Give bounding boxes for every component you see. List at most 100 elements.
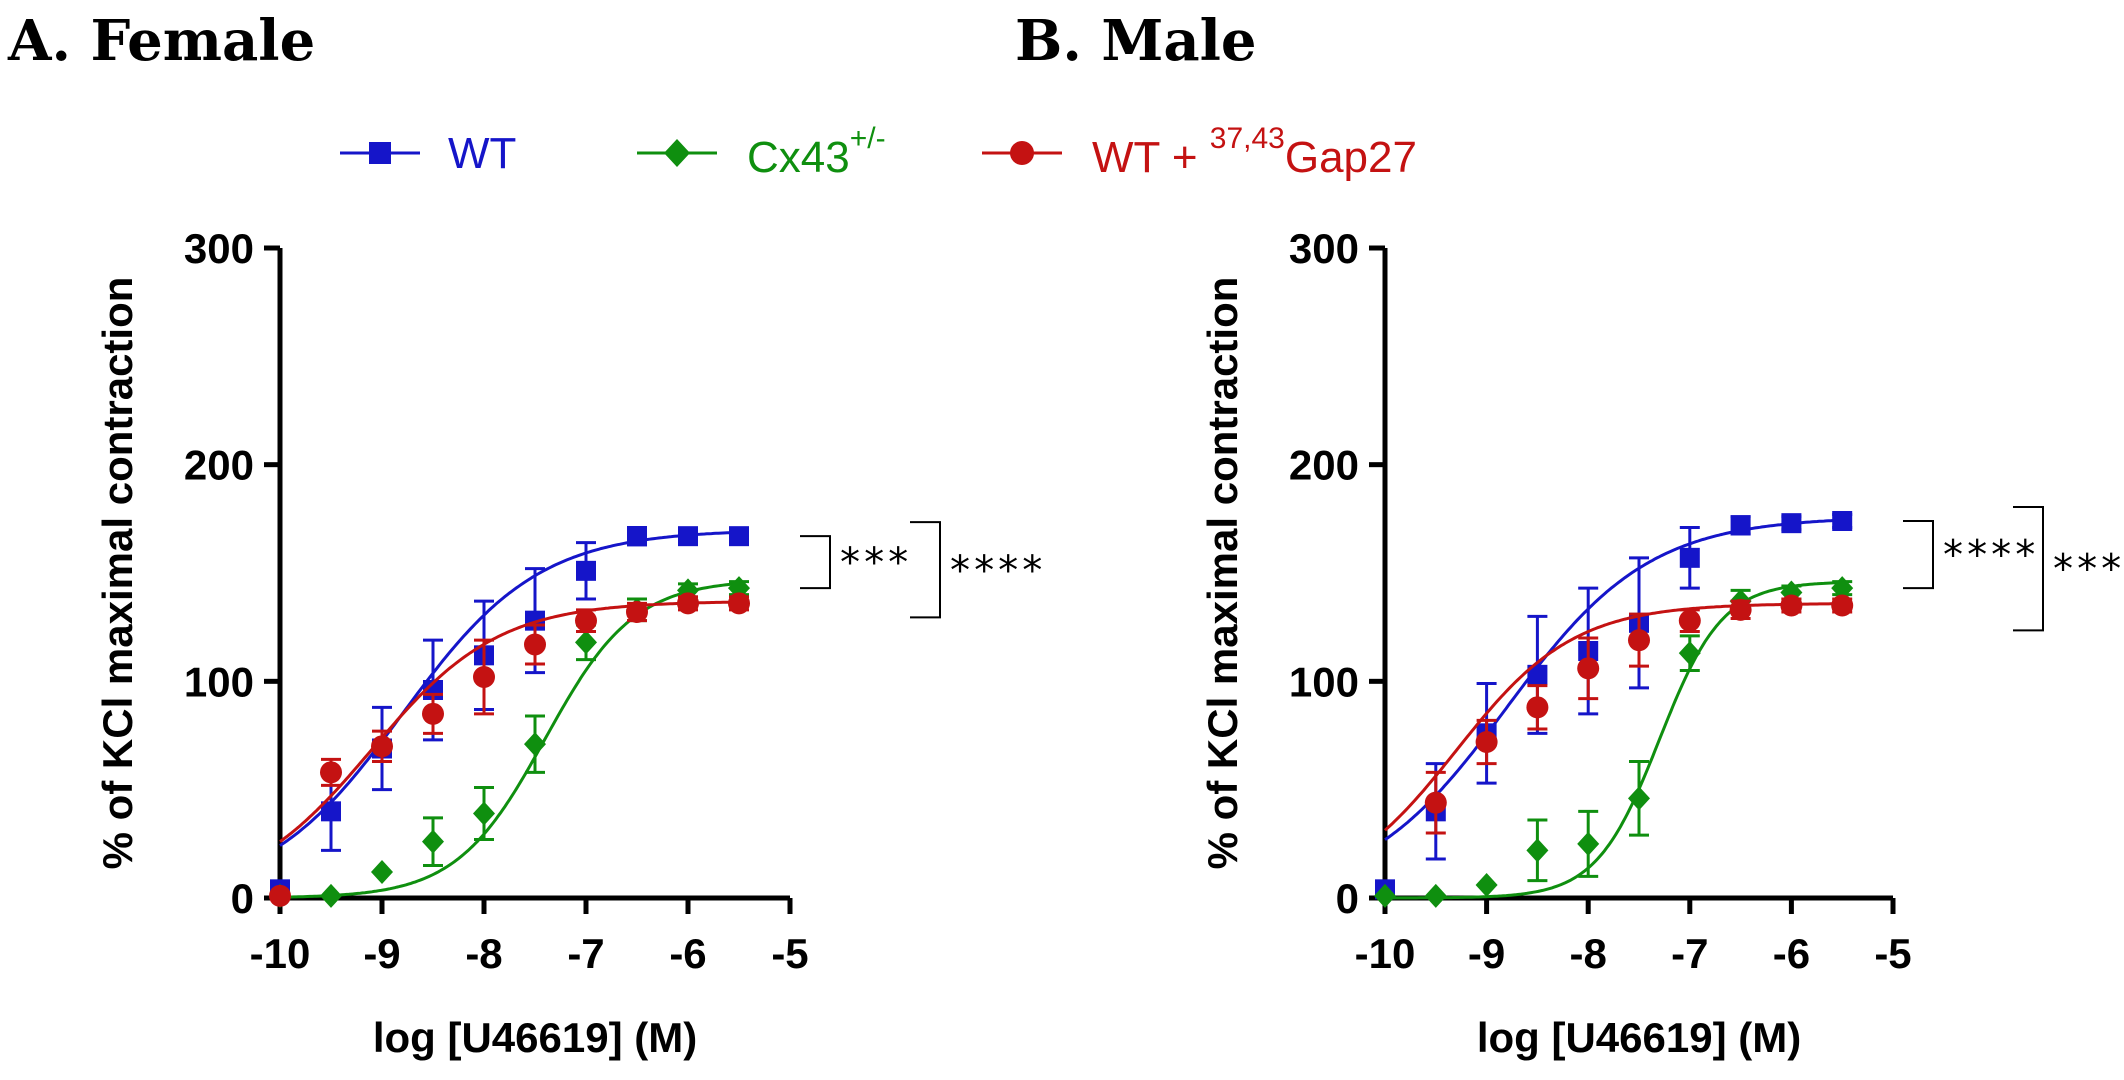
panel-b-male: 0 100 200 300 -10 -9 -8 -7 -6 -5 log [U46619] (M)%… — [1199, 225, 2124, 1061]
panel-a-significance-1: **** — [910, 521, 1044, 619]
panel-a-wt-series — [270, 526, 749, 900]
panel-a-y-tick-label-0: 0 — [231, 875, 254, 922]
panel-b-significance-1: **** — [2013, 506, 2124, 632]
panel-b-wt-37-43gap27-fit-line — [1383, 602, 1843, 832]
panel-b-wt-point-8 — [1781, 513, 1802, 534]
panel-a-cx43-point-5 — [524, 732, 546, 757]
panel-b-x-axis-label: log [U46619] (M) — [1477, 1014, 1801, 1061]
panel-a-wt-point-6 — [576, 560, 596, 581]
panel-a-significance-label-1: **** — [948, 548, 1044, 594]
panel-b-cx43-point-6 — [1678, 641, 1701, 666]
panel-a-female: 0 100 200 300 -10 -9 -8 -7 -6 -5 log [U46619] (M)%… — [94, 225, 1044, 1061]
legend-cx43-name: Cx43 — [747, 133, 850, 182]
panel-a-cx43-point-1 — [320, 883, 342, 908]
panel-b-wt-fit-line — [1384, 518, 1843, 841]
panel-b-cx43-point-1 — [1424, 883, 1447, 908]
panel-b-cx43-point-9 — [1831, 576, 1854, 601]
panel-a-x-tick-label-2: -8 — [465, 930, 502, 977]
panel-a-cx43-point-4 — [473, 801, 495, 826]
panel-a-wt-37-43gap27-point-7 — [626, 601, 648, 623]
legend-gap27-label: WT + 37,43Gap27 — [1092, 122, 1417, 182]
panel-b-wt-37-43gap27-point-3 — [1577, 657, 1600, 680]
panel-a-wt-point-1 — [321, 801, 341, 822]
panel-b-x-tick-label-2: -8 — [1570, 930, 1607, 977]
panel-b-significance-0: **** — [1903, 520, 2037, 590]
panel-b-y-tick-label-3: 300 — [1289, 225, 1359, 272]
panel-a-x-tick-label-3: -7 — [567, 930, 604, 977]
panel-b-x-tick-label-0: -10 — [1355, 930, 1416, 977]
panel-b-title: B. Male — [1015, 8, 1257, 74]
panel-a-cx43-point-6 — [575, 630, 597, 655]
panel-a-significance-bracket-1 — [910, 521, 941, 619]
panel-a-x-tick-label-1: -9 — [363, 930, 400, 977]
legend-cx43-marker — [664, 139, 690, 167]
panel-b-wt-point-7 — [1730, 515, 1751, 536]
panel-a-cx43-fit-line — [280, 582, 740, 899]
panel-a-x-tick-label-5: -5 — [771, 930, 808, 977]
panel-a-wt-point-8 — [678, 526, 698, 547]
panel-b-x-tick-label-4: -6 — [1773, 930, 1810, 977]
panel-b-cx43-point-3 — [1526, 838, 1549, 863]
panel-b-wt-point-6 — [1679, 547, 1700, 568]
panel-b-wt-37-43gap27-point-5 — [1678, 609, 1701, 632]
legend-cx43-label: Cx43+/- — [747, 122, 886, 182]
panel-b-significance-bracket-0 — [1903, 520, 1934, 590]
panel-a-x-tick-label-4: -6 — [669, 930, 706, 977]
panel-a-wt-37-43gap27-point-3 — [422, 702, 444, 725]
panel-b-wt-37-43gap27-series — [1383, 594, 1854, 835]
panel-a-cx43-point-2 — [371, 860, 393, 884]
legend-cx43-sup: +/- — [850, 122, 886, 155]
panel-a-wt-37-43gap27-point-6 — [575, 609, 597, 632]
panel-b-significance-label-1: **** — [2051, 547, 2124, 593]
panel-a-y-tick-label-3: 300 — [184, 225, 254, 272]
panel-b-y-tick-label-1: 100 — [1289, 658, 1359, 705]
panel-a-wt-point-9 — [729, 526, 749, 547]
panel-a-wt-37-43gap27-point-9 — [728, 592, 750, 615]
panel-a-wt-37-43gap27-fit-line — [279, 600, 739, 843]
panel-b-y-tick-label-2: 200 — [1289, 442, 1359, 489]
legend-wt-marker — [369, 142, 391, 164]
panel-b-cx43-series — [1374, 576, 1854, 908]
legend: WT Cx43+/- WT + 37,43Gap27 — [340, 122, 1417, 182]
panel-a-x-tick-label-0: -10 — [250, 930, 311, 977]
panel-a-wt-37-43gap27-point-8 — [677, 592, 699, 615]
panel-b-wt-series — [1375, 511, 1853, 900]
legend-item-gap27: WT + 37,43Gap27 — [982, 122, 1417, 182]
panel-b-significance-bracket-1 — [2013, 506, 2044, 632]
legend-gap27-prefix: WT + — [1092, 133, 1210, 182]
panel-a-significance-bracket-0 — [800, 535, 831, 590]
panel-b-wt-37-43gap27-point-6 — [1729, 598, 1752, 621]
panel-a-wt-37-43gap27-point-4 — [473, 666, 495, 688]
panel-b-cx43-point-4 — [1577, 831, 1600, 856]
legend-item-wt: WT — [340, 129, 516, 178]
panel-b-cx43-fit-line — [1385, 581, 1843, 900]
panel-b-wt-point-3 — [1527, 664, 1548, 685]
panel-b-wt-37-43gap27-point-1 — [1475, 731, 1498, 753]
panel-b-x-tick-label-1: -9 — [1468, 930, 1505, 977]
panel-b-wt-point-9 — [1832, 511, 1853, 531]
legend-gap27-sup: 37,43 — [1210, 122, 1285, 155]
panel-b-significance-label-0: **** — [1941, 533, 2037, 579]
panel-a-wt-37-43gap27-point-1 — [320, 761, 342, 784]
legend-item-cx43: Cx43+/- — [637, 122, 886, 182]
panel-b-cx43-point-5 — [1628, 786, 1650, 811]
legend-wt-label: WT — [448, 129, 516, 178]
panel-b-y-axis-label: % of KCl maximal contraction — [1199, 277, 1246, 870]
panel-a-wt-37-43gap27-point-2 — [371, 735, 393, 758]
panel-a-cx43-series — [269, 576, 750, 908]
panel-b-wt-37-43gap27-point-7 — [1780, 594, 1803, 617]
panel-a-wt-fit-line — [279, 530, 740, 847]
panel-b-wt-37-43gap27-point-0 — [1424, 791, 1447, 814]
panel-b-wt-37-43gap27-point-2 — [1526, 696, 1549, 719]
panel-a-y-axis-label: % of KCl maximal contraction — [94, 277, 141, 870]
legend-gap27-marker — [1010, 141, 1034, 165]
panel-a-x-axis-label: log [U46619] (M) — [373, 1014, 697, 1061]
panel-a-title: A. Female — [7, 8, 315, 74]
panel-b-x-tick-label-5: -5 — [1874, 930, 1911, 977]
panel-a-wt-point-7 — [627, 526, 647, 547]
panel-a-wt-37-43gap27-point-0 — [269, 884, 291, 907]
panel-b-wt-37-43gap27-point-4 — [1628, 629, 1650, 652]
legend-gap27-name: Gap27 — [1285, 133, 1417, 182]
panel-b-cx43-point-0 — [1374, 883, 1396, 908]
